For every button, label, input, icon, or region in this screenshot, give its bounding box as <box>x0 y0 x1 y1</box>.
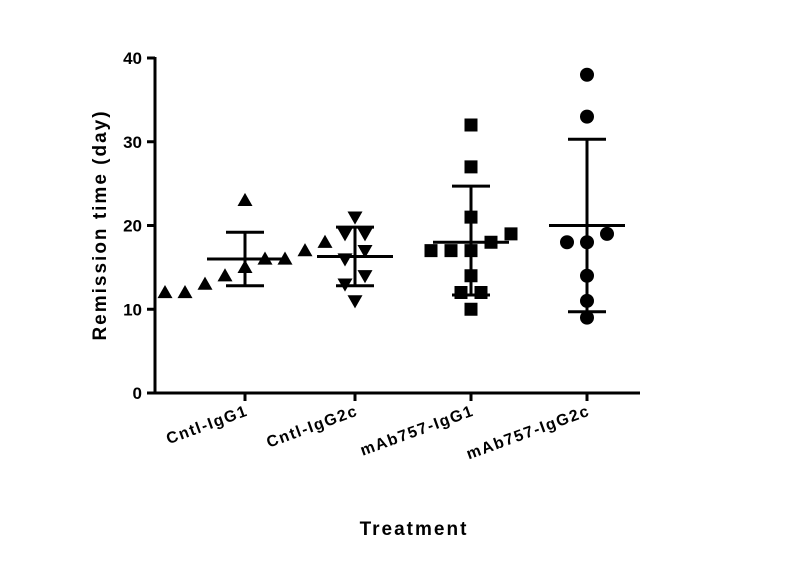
data-point <box>357 228 373 242</box>
data-point <box>177 285 193 299</box>
data-point <box>580 310 594 325</box>
data-point <box>600 226 614 241</box>
y-axis-title: Remission time (day) <box>90 109 111 340</box>
data-point <box>357 270 373 284</box>
y-tick-label: 10 <box>123 300 142 319</box>
data-point <box>474 286 488 299</box>
data-point <box>347 211 363 225</box>
x-tick-label: Cntl-IgG1 <box>164 403 250 448</box>
data-point <box>277 251 293 265</box>
data-point <box>580 109 594 124</box>
data-point <box>237 192 253 206</box>
data-point <box>217 268 233 282</box>
data-point <box>464 302 478 316</box>
data-point <box>317 234 333 248</box>
data-point <box>297 243 313 257</box>
data-point <box>560 235 574 250</box>
x-axis-title: Treatment <box>360 519 469 540</box>
data-point <box>347 295 363 309</box>
y-tick-label: 20 <box>123 217 142 236</box>
x-tick-label: mAb757-IgG1 <box>358 403 476 460</box>
data-point <box>337 228 353 242</box>
y-tick-label: 0 <box>133 384 142 403</box>
x-tick-label: Cntl-IgG2c <box>264 403 360 452</box>
series-Cntl-IgG2c <box>337 211 373 309</box>
series-Cntl-IgG1 <box>157 192 333 299</box>
data-marks <box>157 67 625 325</box>
data-point <box>197 276 213 290</box>
data-point <box>424 244 438 258</box>
y-tick-label: 30 <box>123 133 142 152</box>
data-point <box>464 160 478 174</box>
data-point <box>454 286 468 299</box>
data-point <box>464 118 478 132</box>
data-point <box>357 245 373 259</box>
data-point <box>504 227 518 241</box>
y-tick-label: 40 <box>123 49 142 68</box>
x-tick-label: mAb757-IgG2c <box>464 403 592 463</box>
series-mAb757-IgG2c <box>560 67 614 325</box>
data-point <box>580 67 594 82</box>
data-point <box>157 285 173 299</box>
data-point <box>444 244 458 258</box>
